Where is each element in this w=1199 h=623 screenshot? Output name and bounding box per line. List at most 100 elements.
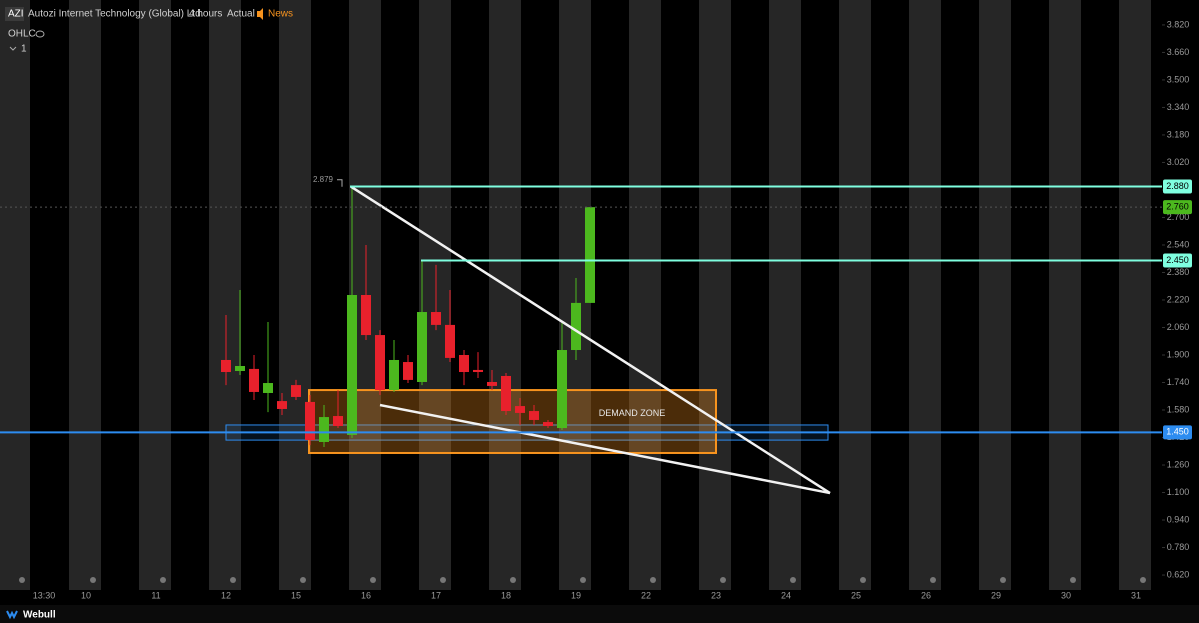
day-dot [510,577,516,583]
candle-body [291,385,301,397]
symbol-box [5,7,24,21]
candle-body [571,302,581,351]
x-tick-label: 12 [221,590,231,600]
x-tick-label: 19 [571,590,581,600]
day-band [279,0,311,590]
demand-zone [308,389,717,454]
y-tick-label: 2.380 [1167,267,1190,277]
level-tag [1163,200,1192,215]
day-dot [1000,577,1006,583]
y-tick-label: 1.580 [1167,404,1190,414]
day-band [1049,0,1081,590]
candle-body [277,401,287,409]
candle-body [263,383,273,393]
news[interactable]: News [268,9,293,20]
day-dot [440,577,446,583]
y-tick-label: 3.500 [1167,74,1190,84]
plot: DEMAND ZONE [221,186,829,454]
candle-body [515,406,525,413]
day-dot [1070,577,1076,583]
x-tick-label: 30 [1061,590,1071,600]
chevron[interactable] [9,46,17,51]
x-tick-label: 15 [291,590,301,600]
day-dot [860,577,866,583]
day-dot [370,577,376,583]
y-tick-label: 2.540 [1167,239,1190,249]
candle-body [333,416,343,426]
x-tick-label: 18 [501,590,511,600]
x-tick-label: 11 [151,590,160,600]
day-dot [1140,577,1146,583]
day-band [139,0,171,590]
day-band [909,0,941,590]
level-tag [1163,425,1192,440]
indicator: OHLC [8,29,36,40]
eye-icon[interactable] [35,30,45,38]
level-label: 2.880 [1166,181,1189,191]
level-tag [1163,179,1192,194]
x-tick-label: 26 [921,590,931,600]
candle-body [319,417,329,442]
day-dot [650,577,656,583]
y-tick-label: 2.220 [1167,294,1190,304]
day-band [489,0,521,590]
day-band [629,0,661,590]
candle-body [557,350,567,429]
title: Autozi Internet Technology (Global) Ltd. [28,9,203,20]
candle-body [487,381,497,386]
candle-body [403,362,413,380]
y-tick-label: 3.020 [1167,157,1190,167]
background: 13:30 10 11 12 15 16 17 18 19 22 23 24 25 26 29 30 31 3.8… [0,0,1189,600]
mode: Actual [227,9,255,20]
x-tick-label: 13:30 [33,590,56,600]
candle-body [347,295,357,435]
candle-body [375,335,385,391]
level-label: 2.760 [1166,202,1189,212]
day-band [839,0,871,590]
footer [0,605,1199,623]
y-tick-label: 0.780 [1167,542,1190,552]
candle-body [543,422,553,426]
brand: Webull [23,610,56,621]
level-label: 2.450 [1166,255,1189,265]
day-band [69,0,101,590]
day-dot [720,577,726,583]
x-tick-label: 23 [711,590,721,600]
day-band [699,0,731,590]
trendline [350,185,831,495]
overlay: 2.879 2.880 2.760 2.450 1.450 [0,175,1192,495]
candle-body [459,354,469,373]
day-dot [90,577,96,583]
candle-body [389,359,399,391]
day-band [1119,0,1151,590]
news-icon [257,8,263,20]
x-tick-label: 29 [991,590,1001,600]
candle-body [305,401,315,441]
high-label: 2.879 [313,175,334,184]
day-dot [160,577,166,583]
x-tick-label: 25 [851,590,861,600]
x-tick-label: 16 [361,590,371,600]
day-dot [19,577,25,583]
y-tick-label: 1.900 [1167,349,1190,359]
x-tick-label: 10 [81,590,91,600]
x-tick-label: 22 [641,590,651,600]
candle-body [431,312,441,325]
brand-logo [6,610,18,620]
day-dot [580,577,586,583]
candle-body [417,312,427,382]
symbol: AZI [8,9,24,20]
x-tick-label: 24 [781,590,791,600]
trendline [379,403,831,495]
day-dot [230,577,236,583]
candle-body [585,207,595,303]
demand-zone-label: DEMAND ZONE [599,408,666,418]
y-tick-label: 0.940 [1167,514,1190,524]
y-tick-label: 2.060 [1167,322,1190,332]
level-label: 1.450 [1166,427,1189,437]
candle-body [249,368,259,392]
day-band [419,0,451,590]
day-dot [930,577,936,583]
